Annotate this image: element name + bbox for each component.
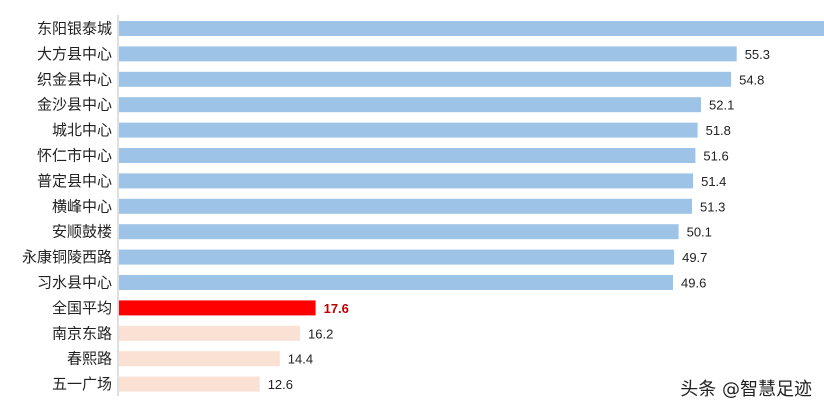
category-label-3: 金沙县中心	[37, 96, 112, 114]
bar-2	[119, 71, 732, 87]
value-label-4: 51.8	[706, 123, 731, 138]
value-labels-group: 65.255.354.852.151.851.651.451.350.149.7…	[268, 47, 770, 392]
bar-5	[119, 148, 696, 163]
bar-12	[119, 325, 300, 341]
bar-7	[119, 198, 692, 214]
category-label-5: 怀仁市中心	[37, 147, 112, 165]
bar-11	[119, 300, 316, 316]
value-label-10: 49.6	[681, 276, 706, 291]
value-label-12: 16.2	[308, 326, 333, 341]
value-label-5: 51.6	[703, 149, 728, 164]
category-label-8: 安顺鼓楼	[52, 223, 112, 241]
bar-10	[119, 275, 673, 290]
category-label-9: 永康铜陵西路	[22, 248, 112, 266]
category-label-2: 织金县中心	[37, 70, 112, 88]
value-label-8: 50.1	[687, 225, 712, 240]
category-label-12: 南京东路	[52, 324, 112, 342]
bar-1	[119, 46, 737, 62]
category-label-1: 大方县中心	[37, 45, 112, 63]
value-label-2: 54.8	[739, 72, 764, 87]
category-label-10: 习水县中心	[37, 274, 112, 292]
value-label-13: 14.4	[288, 352, 313, 367]
bar-14	[119, 376, 260, 392]
category-label-7: 横峰中心	[52, 197, 112, 215]
value-label-7: 51.3	[700, 199, 725, 214]
category-label-11: 全国平均	[52, 299, 112, 317]
value-label-11: 17.6	[324, 301, 349, 316]
category-label-0: 东阳银泰城	[37, 20, 112, 38]
bars-group	[119, 21, 824, 392]
value-label-1: 55.3	[745, 47, 770, 62]
category-label-13: 春熙路	[67, 350, 112, 368]
bar-9	[119, 249, 675, 265]
category-labels-group: 东阳银泰城大方县中心织金县中心金沙县中心城北中心怀仁市中心普定县中心横峰中心安顺…	[22, 20, 112, 394]
watermark: 头条 @智慧足迹	[680, 379, 812, 400]
category-label-4: 城北中心	[52, 121, 112, 139]
value-label-9: 49.7	[682, 250, 707, 265]
category-label-14: 五一广场	[52, 375, 112, 393]
bar-0	[119, 21, 824, 36]
category-label-6: 普定县中心	[37, 172, 112, 190]
bar-13	[119, 351, 280, 367]
bar-4	[119, 122, 698, 138]
value-label-3: 52.1	[709, 98, 734, 113]
value-label-6: 51.4	[701, 174, 726, 189]
value-label-14: 12.6	[268, 377, 293, 392]
bar-8	[119, 224, 679, 240]
bar-3	[119, 97, 701, 113]
bar-6	[119, 173, 694, 189]
